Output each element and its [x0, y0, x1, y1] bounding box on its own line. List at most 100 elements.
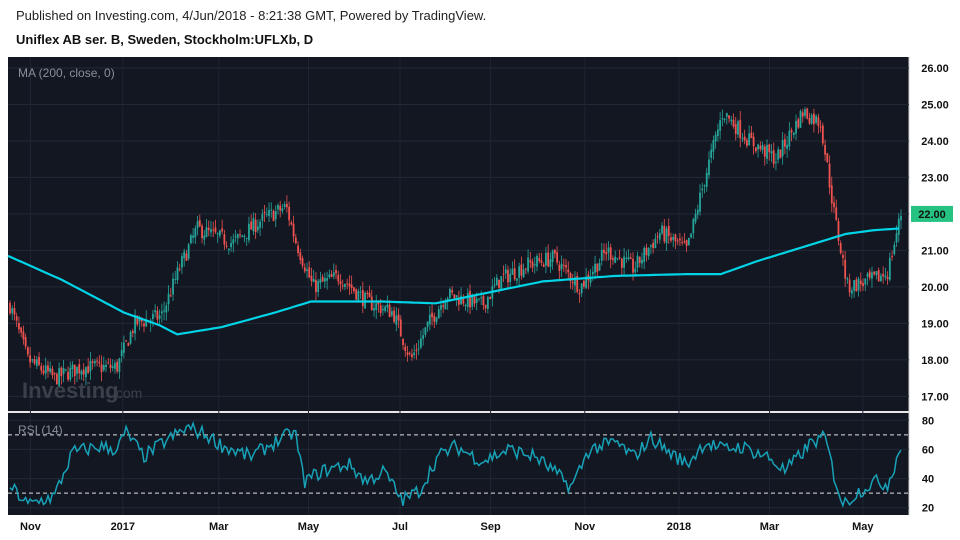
candle-body: [723, 118, 726, 120]
candle-body: [518, 266, 521, 278]
candle-body: [172, 278, 174, 295]
candle-body: [837, 220, 840, 241]
candle-body: [578, 293, 581, 295]
candle-body: [509, 273, 512, 282]
candle-body: [815, 115, 818, 123]
candle-body: [703, 185, 706, 187]
candle-body: [480, 297, 483, 299]
investing-watermark: Investing .com: [22, 378, 142, 403]
price-tick-label: 25.00: [921, 99, 949, 111]
candle-body: [636, 255, 639, 268]
candle-body: [453, 294, 456, 299]
candle-body: [884, 275, 887, 278]
candle-body: [676, 240, 679, 242]
candle-body: [143, 323, 145, 327]
time-tick-label: Nov: [574, 521, 596, 533]
candle-body: [288, 206, 291, 221]
watermark-suffix: .com: [112, 385, 142, 401]
candle-body: [536, 256, 538, 267]
candle-body: [221, 228, 224, 232]
candle-body: [60, 367, 63, 377]
candle-body: [828, 163, 831, 188]
candle-body: [603, 249, 605, 253]
candle-body: [321, 276, 324, 282]
candle-body: [484, 304, 487, 309]
candle-body: [810, 115, 813, 124]
candle-body: [332, 272, 335, 277]
candle-body: [449, 288, 451, 298]
candle-body: [797, 119, 800, 128]
candle-body: [85, 367, 87, 378]
candle-body: [234, 236, 237, 238]
candle-body: [344, 284, 346, 287]
candle-body: [754, 147, 757, 152]
candle-body: [129, 331, 132, 344]
candle-body: [11, 308, 14, 314]
candle-body: [679, 238, 681, 241]
candle-body: [111, 366, 114, 369]
time-tick-label: 2017: [111, 521, 135, 533]
candle-body: [384, 306, 387, 312]
candle-body: [612, 258, 614, 261]
candle-body: [460, 295, 462, 305]
candle-body: [42, 370, 45, 374]
candle-body: [560, 263, 563, 270]
candle-body: [319, 279, 322, 283]
candle-body: [38, 356, 40, 365]
candle-body: [866, 273, 869, 277]
candle-body: [352, 287, 355, 292]
price-tick-label: 24.00: [921, 136, 949, 148]
candle-body: [750, 132, 753, 139]
candle-body: [451, 290, 454, 293]
price-panel-background: [8, 57, 909, 411]
candle-body: [766, 145, 768, 159]
candle-body: [634, 268, 637, 273]
candle-body: [471, 294, 474, 307]
candle-body: [757, 144, 759, 150]
last-price-tag: 22.00: [911, 205, 953, 222]
candle-body: [848, 279, 851, 293]
rsi-tick-label: 60: [922, 444, 934, 456]
time-tick-label: Sep: [480, 521, 500, 533]
candle-body: [415, 349, 418, 352]
candle-body: [714, 134, 717, 142]
candle-body: [192, 235, 195, 238]
candle-body: [600, 249, 603, 261]
candle-body: [589, 276, 592, 283]
candle-body: [549, 259, 552, 268]
candle-body: [426, 321, 429, 327]
candle-body: [40, 366, 43, 371]
candle-body: [712, 140, 715, 152]
candle-body: [386, 304, 389, 308]
candle-body: [388, 304, 391, 318]
candle-body: [839, 243, 842, 254]
ma-indicator-label: MA (200, close, 0): [18, 66, 115, 80]
candle-body: [542, 264, 545, 267]
candle-body: [569, 273, 572, 282]
candle-body: [82, 369, 85, 375]
candle-body: [556, 252, 559, 263]
candle-body: [348, 283, 351, 287]
candle-body: [165, 305, 168, 313]
candle-body: [513, 268, 516, 280]
candle-body: [167, 293, 170, 305]
candle-body: [775, 161, 777, 163]
rsi-indicator-label: RSI (14): [18, 423, 63, 437]
candle-body: [243, 235, 246, 237]
candle-body: [692, 219, 695, 234]
candle-body: [26, 347, 29, 355]
candle-body: [286, 203, 288, 208]
candle-body: [801, 112, 804, 117]
candle-body: [312, 278, 315, 283]
candle-body: [895, 233, 898, 243]
candle-body: [346, 283, 349, 285]
candle-body: [274, 211, 277, 220]
candle-body: [301, 258, 304, 266]
candle-body: [730, 119, 733, 122]
candle-body: [406, 352, 409, 355]
candle-body: [842, 255, 844, 258]
price-tick-label: 23.00: [921, 172, 949, 184]
candle-body: [69, 367, 72, 380]
candle-body: [694, 213, 697, 222]
